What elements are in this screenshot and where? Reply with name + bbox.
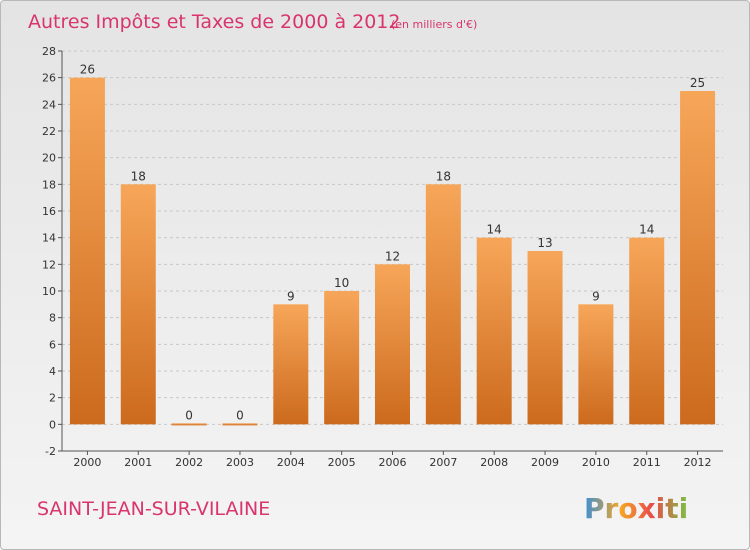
bar-value-label: 9 [592, 289, 600, 303]
proxiti-logo-text: Proxiti [584, 492, 688, 525]
bar-value-label: 18 [131, 169, 146, 183]
bar-value-label: 0 [185, 408, 193, 422]
y-tick-label: 16 [42, 205, 56, 218]
chart-unit: (en milliers d'€) [391, 18, 477, 31]
x-tick-label: 2007 [429, 456, 457, 469]
y-tick-label: 4 [49, 365, 56, 378]
y-tick-label: 20 [42, 152, 56, 165]
chart-title: Autres Impôts et Taxes de 2000 à 2012 [28, 11, 401, 33]
bar-2009 [527, 251, 563, 425]
bar-value-label: 13 [537, 236, 552, 250]
bar-value-label: 18 [436, 169, 451, 183]
x-tick-label: 2002 [175, 456, 203, 469]
bar-value-label: 10 [334, 276, 349, 290]
x-tick-label: 2011 [633, 456, 661, 469]
bar-2003 [222, 423, 258, 426]
y-tick-label: 14 [42, 232, 56, 245]
bar-2010 [578, 304, 614, 425]
x-tick-label: 2008 [480, 456, 508, 469]
bar-value-label: 12 [385, 249, 400, 263]
x-tick-label: 2005 [328, 456, 356, 469]
bar-2002 [171, 423, 207, 426]
x-tick-label: 2010 [582, 456, 610, 469]
y-tick-label: 6 [49, 338, 56, 351]
bar-value-label: 0 [236, 408, 244, 422]
bar-2006 [375, 264, 410, 425]
x-tick-label: 2001 [124, 456, 152, 469]
bar-2007 [425, 184, 461, 425]
bar-2008 [476, 237, 512, 425]
x-tick-label: 2009 [531, 456, 559, 469]
bar-value-label: 14 [487, 223, 502, 237]
x-tick-label: 2012 [684, 456, 712, 469]
y-tick-label: 8 [49, 312, 56, 325]
bar-value-label: 9 [287, 289, 295, 303]
bar-value-label: 26 [80, 63, 95, 77]
x-tick-label: 2003 [226, 456, 254, 469]
bars: 26 18 0 0 9 10 12 18 14 13 9 14 25 [69, 63, 716, 426]
y-tick-label: 28 [42, 45, 56, 58]
x-tick-label: 2006 [379, 456, 407, 469]
bar-2004 [273, 304, 309, 425]
proxiti-logo: Proxiti [584, 492, 688, 525]
y-tick-label: 12 [42, 258, 56, 271]
bar-2012 [680, 91, 716, 425]
commune-name: SAINT-JEAN-SUR-VILAINE [37, 498, 270, 520]
bar-value-label: 25 [690, 76, 705, 90]
y-tick-label: 0 [49, 418, 56, 431]
x-axis: 2000 2001 2002 2003 2004 2005 2006 2007 2008 2009… [62, 450, 723, 469]
y-tick-label: -2 [45, 445, 56, 458]
bar-2011 [629, 237, 665, 425]
y-tick-label: 26 [42, 72, 56, 85]
x-tick-label: 2000 [73, 456, 101, 469]
bar-2000 [69, 77, 105, 425]
bar-2005 [324, 291, 360, 425]
y-tick-label: 24 [42, 98, 56, 111]
y-tick-label: 2 [49, 392, 56, 405]
y-tick-label: 22 [42, 125, 56, 138]
bar-value-label: 14 [639, 223, 654, 237]
y-tick-label: 18 [42, 178, 56, 191]
bar-2001 [120, 184, 156, 425]
x-tick-label: 2004 [277, 456, 305, 469]
y-tick-label: 10 [42, 285, 56, 298]
